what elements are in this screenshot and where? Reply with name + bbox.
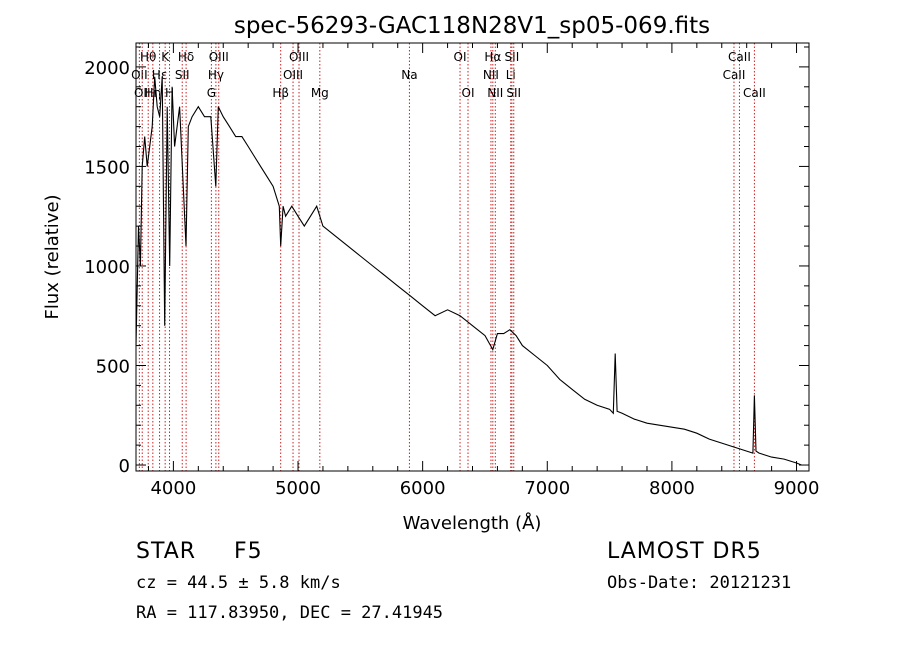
feature-label: OII: [134, 86, 151, 100]
feature-label: K: [161, 50, 170, 64]
object-subclass: F5: [234, 539, 263, 564]
x-tick-label: 9000: [774, 478, 820, 499]
feature-label: H: [165, 86, 174, 100]
feature-label: OII: [131, 68, 148, 82]
feature-label: SII: [506, 86, 521, 100]
y-tick-label: 1000: [84, 257, 130, 278]
feature-label: G: [207, 86, 216, 100]
y-tick-label: 500: [96, 356, 130, 377]
feature-label: OIII: [283, 68, 303, 82]
feature-label: OIII: [289, 50, 309, 64]
feature-label: CaII: [743, 86, 766, 100]
x-tick-label: 4000: [150, 478, 196, 499]
plot-frame: [135, 42, 810, 472]
feature-label: CaII: [728, 50, 751, 64]
x-axis-label: Wavelength (Å): [403, 512, 542, 534]
x-tick-label: 7000: [524, 478, 570, 499]
feature-label: Hε: [152, 68, 168, 82]
y-tick-label: 2000: [84, 58, 130, 79]
feature-label: CaII: [723, 68, 746, 82]
feature-label: Mg: [311, 86, 329, 100]
x-tick-label: 5000: [275, 478, 321, 499]
feature-label: OIII: [209, 50, 229, 64]
x-tick-label: 6000: [400, 478, 446, 499]
y-tick-label: 1500: [84, 157, 130, 178]
feature-label: NII: [483, 68, 499, 82]
feature-label: Hδ: [178, 50, 194, 64]
x-tick-label: 8000: [649, 478, 695, 499]
feature-label: Na: [401, 68, 417, 82]
feature-label: SII: [505, 50, 520, 64]
feature-label: Hα: [484, 50, 501, 64]
y-tick-label: 0: [119, 456, 130, 477]
spectrum-series-line: [135, 76, 802, 466]
observation-date: Obs-Date: 20121231: [607, 573, 792, 593]
feature-label: OI: [454, 50, 467, 64]
object-class: STAR: [136, 539, 197, 564]
feature-label: Li: [506, 68, 516, 82]
feature-label: Hβ: [272, 86, 289, 100]
coordinates: RA = 117.83950, DEC = 27.41945: [136, 603, 444, 623]
feature-label: Hγ: [208, 68, 224, 82]
y-axis-label: Flux (relative): [42, 194, 63, 319]
survey-name: LAMOST DR5: [607, 539, 762, 564]
feature-label: NII: [487, 86, 503, 100]
feature-label: Hη: [145, 86, 162, 100]
redshift-value: cz = 44.5 ± 5.8 km/s: [136, 573, 341, 593]
feature-label: Hθ: [140, 50, 156, 64]
feature-label: OI: [462, 86, 475, 100]
feature-label: SII: [175, 68, 190, 82]
chart-title: spec-56293-GAC118N28V1_sp05-069.fits: [234, 13, 710, 39]
